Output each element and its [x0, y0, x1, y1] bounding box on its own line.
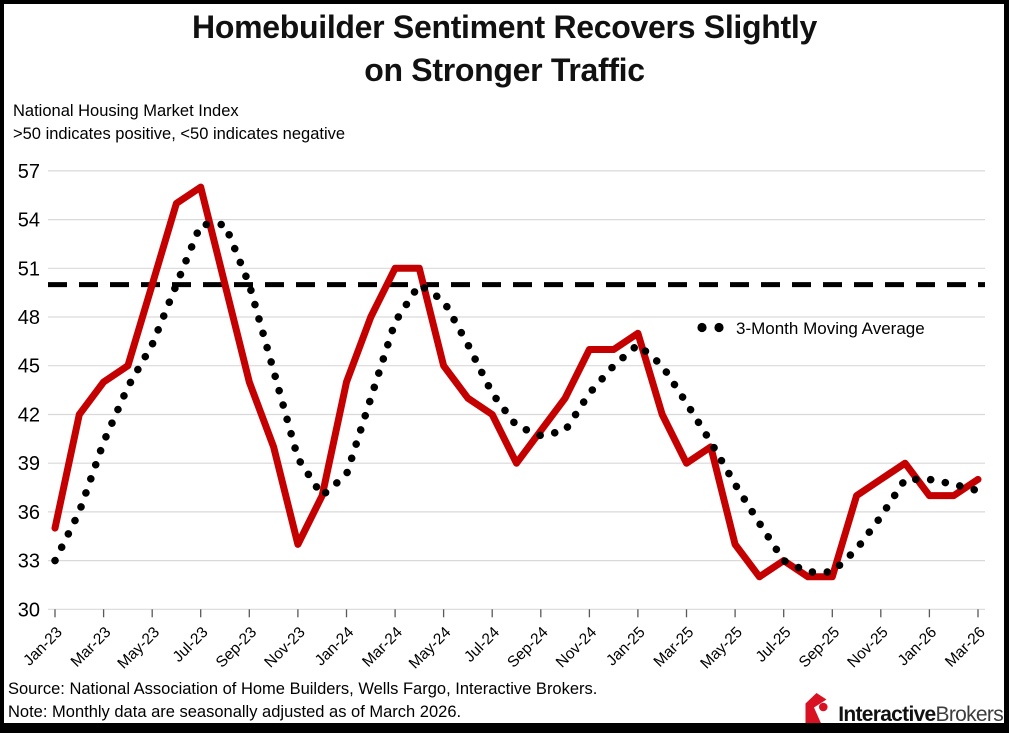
x-axis-label-Nov-23: Nov-23: [261, 624, 308, 671]
chart-subtitle-line1: National Housing Market Index: [13, 102, 239, 120]
x-axis-label-Mar-24: Mar-24: [359, 624, 406, 671]
logo-text-brokers: Brokers: [935, 703, 1004, 726]
legend-dot-icon: [697, 322, 707, 333]
source-text: Source: National Association of Home Bui…: [8, 680, 598, 698]
x-axis-label-Sep-24: Sep-24: [504, 624, 552, 672]
y-axis-label-39: 39: [18, 453, 40, 475]
chart-title: Homebuilder Sentiment Recovers Slightly …: [0, 6, 1009, 92]
x-axis-label-Jan-26: Jan-26: [895, 624, 941, 670]
interactive-brokers-logo: InteractiveBrokers: [803, 691, 1004, 729]
y-axis-label-48: 48: [18, 307, 40, 329]
chart-title-line2: on Stronger Traffic: [364, 52, 645, 88]
x-axis-label-Nov-24: Nov-24: [553, 624, 601, 672]
y-axis-label-33: 33: [18, 551, 40, 573]
y-axis-label-42: 42: [18, 405, 40, 427]
y-axis-label-51: 51: [18, 258, 40, 280]
note-text: Note: Monthly data are seasonally adjust…: [8, 702, 462, 721]
y-axis-label-36: 36: [18, 502, 40, 524]
hmi-line: [51, 183, 982, 581]
x-axis-label-Jul-25: Jul-25: [753, 624, 795, 666]
y-axis-label-30: 30: [18, 599, 40, 621]
x-axis-label-Mar-26: Mar-26: [942, 624, 989, 671]
x-axis-label-May-25: May-25: [697, 624, 746, 673]
x-axis-label-Jul-23: Jul-23: [170, 624, 212, 666]
x-axis-label-Mar-25: Mar-25: [651, 624, 698, 671]
x-axis-label-Mar-23: Mar-23: [68, 624, 115, 671]
y-gridlines: [48, 170, 985, 610]
legend-label: 3-Month Moving Average: [736, 319, 925, 338]
x-axis-label-Jan-25: Jan-25: [603, 624, 649, 670]
x-axis-label-Sep-23: Sep-23: [213, 624, 260, 671]
x-axis-ticks: [54, 609, 979, 618]
chart-footer: Source: National Association of Home Bui…: [8, 678, 597, 723]
chart-title-line1: Homebuilder Sentiment Recovers Slightly: [192, 9, 817, 45]
chart-subtitle: National Housing Market Index >50 indica…: [13, 100, 345, 146]
x-axis-label-Sep-25: Sep-25: [796, 624, 843, 671]
x-axis-label-Jul-24: Jul-24: [461, 624, 503, 666]
legend: 3-Month Moving Average: [697, 319, 925, 338]
interactive-brokers-logo-icon: [805, 693, 828, 726]
y-axis-label-54: 54: [18, 210, 40, 232]
legend-dot-icon: [714, 322, 724, 333]
y-axis-label-45: 45: [18, 356, 40, 378]
x-axis-label-Nov-25: Nov-25: [844, 624, 891, 671]
x-axis-label-Jan-24: Jan-24: [312, 624, 358, 670]
logo-text-interactive: Interactive: [838, 703, 936, 726]
x-axis-label-May-23: May-23: [114, 624, 163, 673]
x-axis-labels: Jan-23 Mar-23 May-23 Jul-23 Sep-23 Nov-23 Jan-…: [20, 624, 989, 673]
x-axis-label-May-24: May-24: [406, 624, 455, 673]
interactive-brokers-logo-text: InteractiveBrokers: [838, 703, 1004, 729]
y-axis-label-57: 57: [18, 161, 40, 183]
chart-subtitle-line2: >50 indicates positive, <50 indicates ne…: [13, 125, 346, 143]
y-axis-labels: 30 33 36 39 42 45 48 51 54 57: [18, 161, 40, 621]
moving-average-dotted-line: [51, 220, 982, 576]
x-axis-label-Jan-23: Jan-23: [20, 624, 66, 670]
